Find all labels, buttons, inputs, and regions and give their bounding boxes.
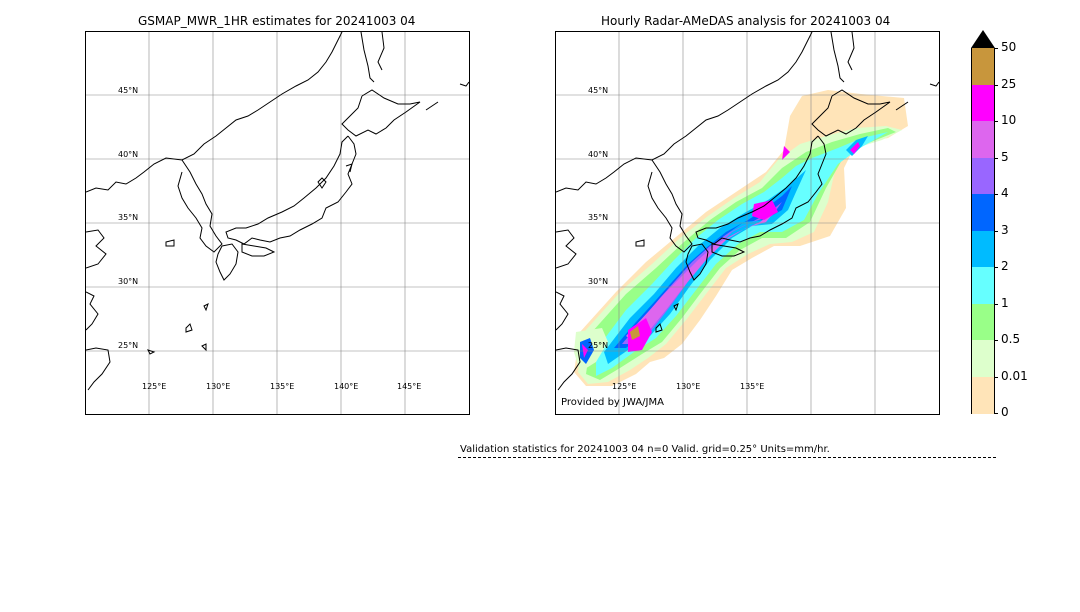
validation-divider bbox=[458, 457, 996, 458]
left-lon-label: 125°E bbox=[142, 382, 167, 391]
right-map bbox=[555, 31, 940, 415]
colorbar-tick bbox=[994, 376, 998, 378]
colorbar-tick bbox=[994, 340, 998, 341]
colorbar-tick bbox=[994, 303, 998, 305]
colorbar-label: 0.01 bbox=[1001, 368, 1028, 383]
colorbar-tick bbox=[994, 267, 998, 268]
colorbar-segment bbox=[972, 84, 994, 122]
colorbar-segment bbox=[972, 121, 994, 158]
colorbar-label: 50 bbox=[1001, 40, 1017, 54]
colorbar-label: 25 bbox=[1001, 76, 1017, 91]
colorbar-label: 5 bbox=[1001, 149, 1009, 164]
colorbar-tick bbox=[994, 48, 998, 49]
left-map bbox=[85, 31, 470, 415]
colorbar-extend-arrow bbox=[971, 30, 995, 48]
right-map-title: Hourly Radar-AMeDAS analysis for 2024100… bbox=[601, 14, 891, 28]
colorbar-label: 2 bbox=[1001, 259, 1009, 273]
colorbar-tick bbox=[994, 157, 998, 159]
right-map-canvas bbox=[556, 32, 939, 414]
colorbar-label: 10 bbox=[1001, 113, 1017, 127]
data-credit: Provided by JWA/JMA bbox=[561, 397, 664, 408]
right-lat-label: 40°N bbox=[588, 150, 609, 159]
colorbar-segment bbox=[972, 267, 994, 304]
left-lat-label: 30°N bbox=[118, 277, 139, 286]
colorbar bbox=[971, 48, 995, 414]
left-lat-label: 40°N bbox=[118, 150, 139, 159]
right-graticule bbox=[556, 32, 939, 414]
left-graticule bbox=[86, 32, 469, 414]
right-lat-label: 35°N bbox=[588, 213, 609, 222]
left-lon-label: 130°E bbox=[206, 382, 231, 391]
colorbar-label: 0 bbox=[1001, 405, 1009, 419]
left-lat-label: 45°N bbox=[118, 86, 139, 95]
left-coastline bbox=[86, 32, 469, 391]
colorbar-tick bbox=[994, 230, 998, 232]
left-lat-label: 25°N bbox=[118, 341, 139, 350]
left-lon-label: 140°E bbox=[334, 382, 359, 391]
left-map-title: GSMAP_MWR_1HR estimates for 20241003 04 bbox=[138, 14, 416, 28]
left-lon-label: 145°E bbox=[397, 382, 422, 391]
right-lat-label: 30°N bbox=[588, 277, 609, 286]
colorbar-tick bbox=[994, 84, 998, 86]
left-map-canvas bbox=[86, 32, 469, 414]
colorbar-tick bbox=[994, 121, 998, 122]
colorbar-label: 3 bbox=[1001, 222, 1009, 237]
colorbar-label: 1 bbox=[1001, 295, 1009, 310]
colorbar-segment bbox=[972, 194, 994, 231]
right-lat-label: 25°N bbox=[588, 341, 609, 350]
right-lat-label: 45°N bbox=[588, 86, 609, 95]
left-lon-label: 135°E bbox=[270, 382, 295, 391]
left-lat-label: 35°N bbox=[118, 213, 139, 222]
colorbar-segment bbox=[972, 48, 994, 85]
colorbar-segment bbox=[972, 340, 994, 377]
colorbar-segment bbox=[972, 230, 994, 268]
colorbar-segment bbox=[972, 303, 994, 341]
colorbar-tick bbox=[994, 194, 998, 195]
colorbar-label: 0.5 bbox=[1001, 332, 1021, 346]
right-lon-label: 135°E bbox=[740, 382, 765, 391]
right-coastline bbox=[556, 32, 939, 391]
validation-statistics: Validation statistics for 20241003 04 n=… bbox=[460, 444, 830, 455]
colorbar-segment bbox=[972, 376, 994, 414]
colorbar-tick bbox=[994, 413, 998, 414]
colorbar-label: 4 bbox=[1001, 186, 1009, 200]
colorbar-segment bbox=[972, 157, 994, 195]
right-lon-label: 130°E bbox=[676, 382, 701, 391]
precipitation-field bbox=[574, 90, 908, 386]
right-lon-label: 125°E bbox=[612, 382, 637, 391]
